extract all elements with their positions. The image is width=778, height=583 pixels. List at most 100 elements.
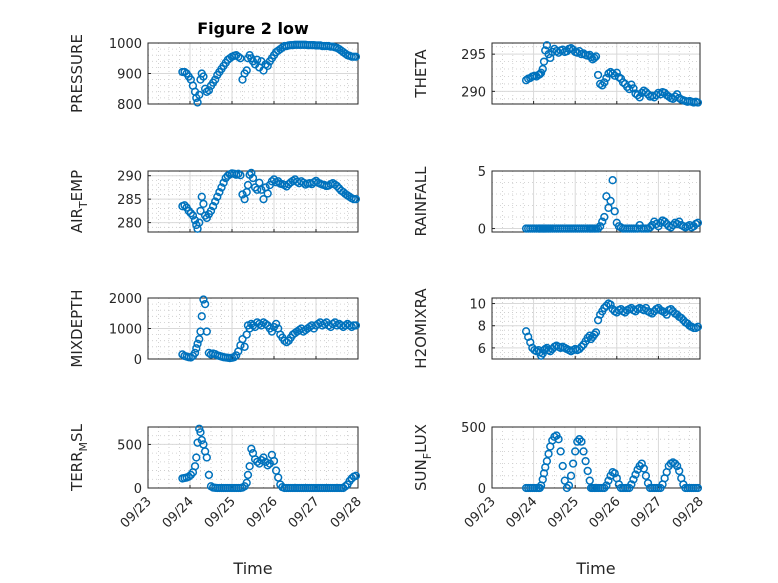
data-point (571, 447, 580, 456)
data-point (606, 196, 615, 206)
series-markers (521, 431, 703, 493)
data-point (542, 457, 552, 466)
y-tick-label: 2000 (109, 292, 142, 307)
data-point (660, 217, 669, 226)
data-point (242, 478, 251, 487)
y-tick-label: 900 (117, 68, 142, 83)
data-point (633, 90, 642, 100)
data-point (675, 466, 684, 476)
data-point (593, 224, 603, 233)
data-point (196, 206, 205, 216)
data-point (219, 178, 228, 187)
y-tick-label: 0 (134, 482, 142, 497)
y-tick-label: 290 (117, 170, 142, 185)
panel-rainfall: 0 5 RAINFALL (412, 165, 703, 238)
data-point (645, 223, 655, 232)
data-point (652, 219, 661, 229)
data-point (253, 55, 262, 64)
data-point (199, 295, 208, 304)
series-markers (178, 295, 361, 363)
x-axis-label: Time (575, 559, 615, 578)
data-point (637, 459, 646, 468)
y-tick-label: 5 (478, 165, 486, 180)
data-point (538, 64, 547, 74)
data-point (641, 471, 651, 480)
data-point (610, 207, 619, 216)
data-point (211, 75, 220, 84)
data-point (206, 206, 216, 216)
data-point (693, 483, 703, 493)
data-point (577, 342, 586, 351)
data-point (267, 327, 277, 336)
data-point (213, 192, 222, 201)
y-tick-label: 0 (478, 223, 486, 238)
data-point (236, 171, 245, 180)
data-point (596, 222, 605, 231)
x-tick-label: 09/27 (628, 494, 665, 531)
data-point (190, 348, 200, 358)
y-axis-label: TERRMSL (68, 423, 90, 492)
data-point (243, 180, 253, 190)
data-point (186, 209, 195, 218)
data-point (253, 185, 262, 194)
data-point (666, 304, 676, 314)
data-point (257, 185, 266, 194)
data-point (190, 216, 200, 225)
x-tick-label: 09/28 (670, 494, 707, 531)
y-tick-label: 500 (461, 421, 486, 436)
data-point (564, 481, 574, 490)
data-point (217, 183, 226, 192)
data-point (190, 462, 200, 471)
x-tick-label: 09/23 (462, 494, 499, 531)
data-point (180, 201, 189, 210)
data-point (566, 471, 576, 480)
data-point (242, 66, 251, 75)
data-point (199, 199, 208, 208)
series-markers (521, 299, 703, 360)
data-point (629, 475, 638, 484)
data-point (546, 347, 555, 356)
data-point (271, 319, 281, 329)
data-point (577, 437, 586, 446)
y-axis-label: RAINFALL (412, 166, 430, 237)
data-point (211, 197, 220, 206)
data-point (200, 299, 210, 309)
y-tick-label: 1000 (109, 37, 142, 52)
data-point (247, 444, 256, 453)
data-point (612, 68, 621, 77)
series-markers (178, 424, 361, 493)
data-point (608, 176, 617, 185)
data-point (600, 303, 609, 313)
y-axis-label: SUNFLUX (412, 424, 434, 491)
data-point (229, 353, 239, 362)
data-point (204, 470, 214, 480)
y-tick-label: 0 (134, 353, 142, 368)
data-point (236, 54, 245, 63)
y-axis-label: PRESSURE (68, 34, 86, 113)
data-point (693, 218, 703, 227)
x-axis-label: Time (232, 559, 272, 578)
data-point (240, 195, 249, 204)
data-point (204, 86, 214, 95)
axes-border (491, 297, 701, 360)
data-point (542, 41, 552, 50)
data-point (579, 447, 588, 456)
data-point (600, 212, 609, 222)
panel-theta: 290 295 THETA (412, 41, 703, 107)
y-tick-label: 1000 (109, 323, 142, 338)
data-point (668, 220, 678, 230)
data-point (693, 322, 703, 331)
data-point (602, 192, 611, 201)
data-point (263, 189, 272, 198)
data-point (539, 57, 549, 66)
data-point (693, 98, 703, 107)
data-point (629, 84, 638, 93)
series-markers (178, 168, 361, 233)
data-point (248, 173, 258, 183)
data-point (197, 435, 206, 445)
data-point (575, 344, 584, 354)
data-point (591, 328, 601, 337)
x-tick-label: 09/24 (160, 494, 197, 531)
data-point (672, 461, 682, 471)
data-point (332, 181, 342, 191)
